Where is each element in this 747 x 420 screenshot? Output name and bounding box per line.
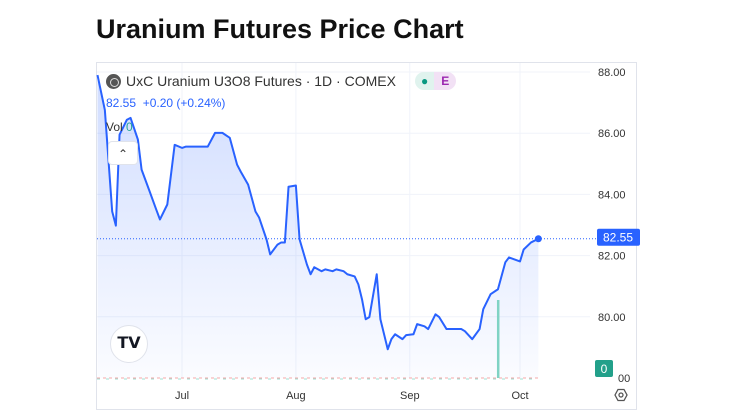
- x-tick-label: Jul: [175, 390, 189, 402]
- chart-legend: UxC Uranium U3O8 Futures · 1D · COMEX ● …: [106, 72, 457, 90]
- settings-hexagon: [614, 388, 628, 402]
- tradingview-logo[interactable]: 𝗧𝗩: [110, 325, 148, 363]
- x-tick-label: Oct: [511, 390, 528, 402]
- earnings-badge: E: [434, 72, 457, 90]
- x-tick-label: Sep: [400, 390, 420, 402]
- price-change: 82.55 +0.20 (+0.24%): [106, 96, 226, 110]
- collapse-legend-button[interactable]: ⌃: [108, 141, 138, 165]
- price-area: [97, 75, 539, 378]
- symbol-title[interactable]: UxC Uranium U3O8 Futures · 1D · COMEX: [126, 73, 396, 89]
- y-tick-label: 82.00: [598, 251, 626, 263]
- volume-badge: [595, 360, 613, 377]
- vol-value: 0: [126, 120, 133, 134]
- settings-icon[interactable]: [614, 388, 628, 402]
- last-price-dot: [534, 235, 542, 243]
- vol-label: Vol: [106, 120, 123, 134]
- last-price-label: 82.55: [603, 230, 633, 244]
- x-tick-label: Aug: [286, 390, 306, 402]
- last-price-badge: [597, 228, 640, 246]
- volume-legend: Vol 0: [106, 120, 133, 134]
- symbol-icon: [106, 73, 121, 89]
- y-tick-label: 80.00: [598, 312, 626, 324]
- page-title: Uranium Futures Price Chart: [96, 14, 464, 44]
- y-tick-label: 88.00: [598, 67, 626, 79]
- y-tick-label: 84.00: [598, 189, 626, 201]
- settings-center: [618, 392, 624, 398]
- y-tick-label: 00: [618, 373, 630, 385]
- chevron-up-icon: ⌃: [117, 147, 129, 161]
- price-line: [96, 74, 539, 351]
- volume-badge-label: 0: [601, 362, 608, 376]
- market-status-dot-icon: ●: [414, 72, 435, 90]
- status-badge[interactable]: ● E: [414, 72, 457, 90]
- volume-bar: [496, 300, 500, 378]
- y-tick-label: 86.00: [598, 128, 626, 140]
